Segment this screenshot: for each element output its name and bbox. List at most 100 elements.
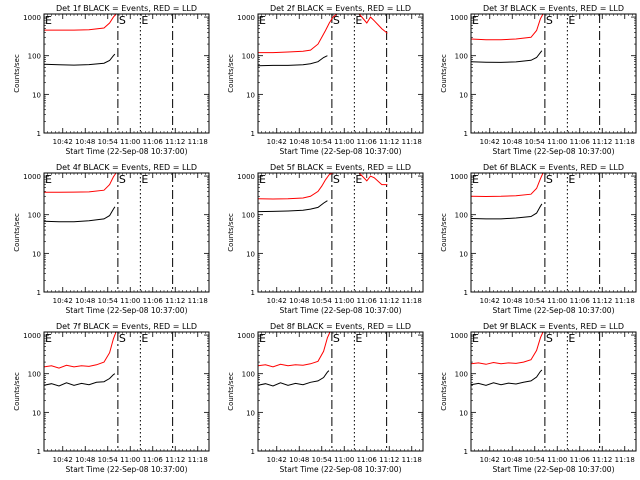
x-tick-label: 11:18 (402, 138, 422, 146)
y-tick-label: 1000 (450, 332, 468, 340)
y-tick-label: 1000 (450, 173, 468, 181)
x-tick-label: 11:18 (402, 297, 422, 305)
y-tick-label: 10 (459, 91, 468, 99)
x-tick-label: 11:12 (379, 456, 399, 464)
y-tick-label: 10 (246, 91, 255, 99)
x-tick-label: 10:54 (98, 138, 119, 146)
x-tick-label: 11:00 (120, 297, 140, 305)
x-axis-label: Start Time (22-Sep-08 10:37:00) (66, 465, 188, 474)
panel-det-4: Det 4f BLACK = Events, RED = LLD 1 10 100 10… (13, 163, 210, 315)
x-tick-label: 11:18 (615, 297, 635, 305)
x-tick-label: 11:12 (379, 138, 399, 146)
plot-frame (43, 13, 210, 134)
event-marker-label: E (259, 14, 266, 27)
y-tick-label: 100 (28, 53, 41, 61)
x-tick-label: 11:18 (402, 456, 422, 464)
event-marker-label: E (472, 14, 479, 27)
plot-frame (470, 13, 637, 134)
y-axis-label: Counts/sec (227, 372, 235, 411)
y-tick-label: 1000 (450, 14, 468, 22)
x-tick-label: 10:48 (289, 297, 309, 305)
x-tick-label: 10:48 (75, 456, 95, 464)
y-axis-label: Counts/sec (440, 213, 448, 252)
y-axis-label: Counts/sec (227, 54, 235, 93)
event-marker-label: E (355, 14, 362, 27)
panel-det-5: Det 5f BLACK = Events, RED = LLD 1 10 100 10… (227, 163, 424, 315)
x-tick-label: 10:48 (75, 138, 95, 146)
event-marker-label: E (472, 173, 479, 186)
x-tick-label: 11:18 (188, 138, 208, 146)
series-events-line (470, 203, 543, 220)
plot-frame (43, 331, 210, 452)
panel-title: Det 3f BLACK = Events, RED = LLD (483, 4, 624, 13)
x-tick-label: 10:54 (98, 297, 119, 305)
y-tick-label: 1000 (23, 14, 41, 22)
x-tick-label: 10:42 (267, 138, 287, 146)
y-tick-label: 1000 (237, 332, 255, 340)
series-events-line (257, 200, 328, 213)
panel-det-9: Det 9f BLACK = Events, RED = LLD 1 10 100 10… (440, 322, 637, 474)
x-axis-label: Start Time (22-Sep-08 10:37:00) (280, 465, 402, 474)
panel-title: Det 4f BLACK = Events, RED = LLD (56, 163, 197, 172)
panel-title: Det 2f BLACK = Events, RED = LLD (270, 4, 411, 13)
series-lld-line (44, 172, 117, 193)
x-tick-label: 11:00 (334, 456, 354, 464)
x-tick-label: 11:00 (120, 138, 140, 146)
x-axis-label: Start Time (22-Sep-08 10:37:00) (66, 147, 188, 156)
x-tick-label: 11:06 (357, 138, 378, 146)
x-tick-label: 10:48 (502, 138, 522, 146)
y-tick-label: 1 (464, 448, 468, 456)
x-tick-label: 11:12 (592, 297, 612, 305)
y-axis-label: Counts/sec (440, 54, 448, 93)
panel-det-2: Det 2f BLACK = Events, RED = LLD 1 10 100 10… (227, 4, 424, 156)
event-marker-label: E (45, 14, 52, 27)
series-lld-line (470, 331, 544, 365)
y-tick-label: 10 (459, 409, 468, 417)
x-tick-label: 11:18 (615, 138, 635, 146)
y-tick-label: 1 (251, 448, 255, 456)
x-tick-label: 11:12 (592, 456, 612, 464)
y-tick-label: 1 (37, 448, 41, 456)
x-axis-label: Start Time (22-Sep-08 10:37:00) (493, 306, 615, 315)
x-tick-label: 10:54 (525, 297, 546, 305)
event-marker-label: E (472, 332, 479, 345)
panel-title: Det 5f BLACK = Events, RED = LLD (270, 163, 411, 172)
series-events-line (43, 206, 116, 223)
series-events-line (43, 53, 116, 66)
event-marker-label: E (568, 173, 575, 186)
x-tick-label: 11:06 (143, 456, 164, 464)
x-tick-label: 11:06 (143, 297, 164, 305)
x-axis-label: Start Time (22-Sep-08 10:37:00) (66, 306, 188, 315)
plot-frame (43, 172, 210, 293)
x-tick-label: 10:54 (525, 456, 546, 464)
y-tick-label: 1 (37, 130, 41, 138)
x-tick-label: 10:54 (312, 456, 333, 464)
x-tick-label: 11:12 (165, 297, 185, 305)
x-tick-label: 11:00 (120, 456, 140, 464)
series-events-line (257, 55, 328, 67)
series-events-line (470, 369, 543, 386)
event-marker-label: S (333, 14, 340, 27)
x-tick-label: 11:06 (570, 456, 591, 464)
y-tick-label: 1 (37, 289, 41, 297)
x-axis-label: Start Time (22-Sep-08 10:37:00) (493, 465, 615, 474)
x-tick-label: 10:54 (98, 456, 119, 464)
x-axis-label: Start Time (22-Sep-08 10:37:00) (280, 147, 402, 156)
x-axis-label: Start Time (22-Sep-08 10:37:00) (493, 147, 615, 156)
y-tick-label: 100 (242, 371, 255, 379)
x-tick-label: 11:06 (570, 297, 591, 305)
x-tick-label: 11:06 (357, 456, 378, 464)
event-marker-label: S (546, 332, 553, 345)
x-tick-label: 10:42 (53, 138, 73, 146)
event-marker-label: E (141, 173, 148, 186)
panel-title: Det 6f BLACK = Events, RED = LLD (483, 163, 624, 172)
panel-det-7: Det 7f BLACK = Events, RED = LLD 1 10 100 10… (13, 322, 210, 474)
x-tick-label: 10:42 (53, 297, 73, 305)
event-marker-label: E (259, 173, 266, 186)
y-tick-label: 10 (459, 250, 468, 258)
panel-det-3: Det 3f BLACK = Events, RED = LLD 1 10 100 10… (440, 4, 637, 156)
event-marker-label: E (568, 332, 575, 345)
y-tick-label: 1 (464, 130, 468, 138)
event-marker-label: S (119, 14, 126, 27)
x-tick-label: 11:06 (143, 138, 164, 146)
